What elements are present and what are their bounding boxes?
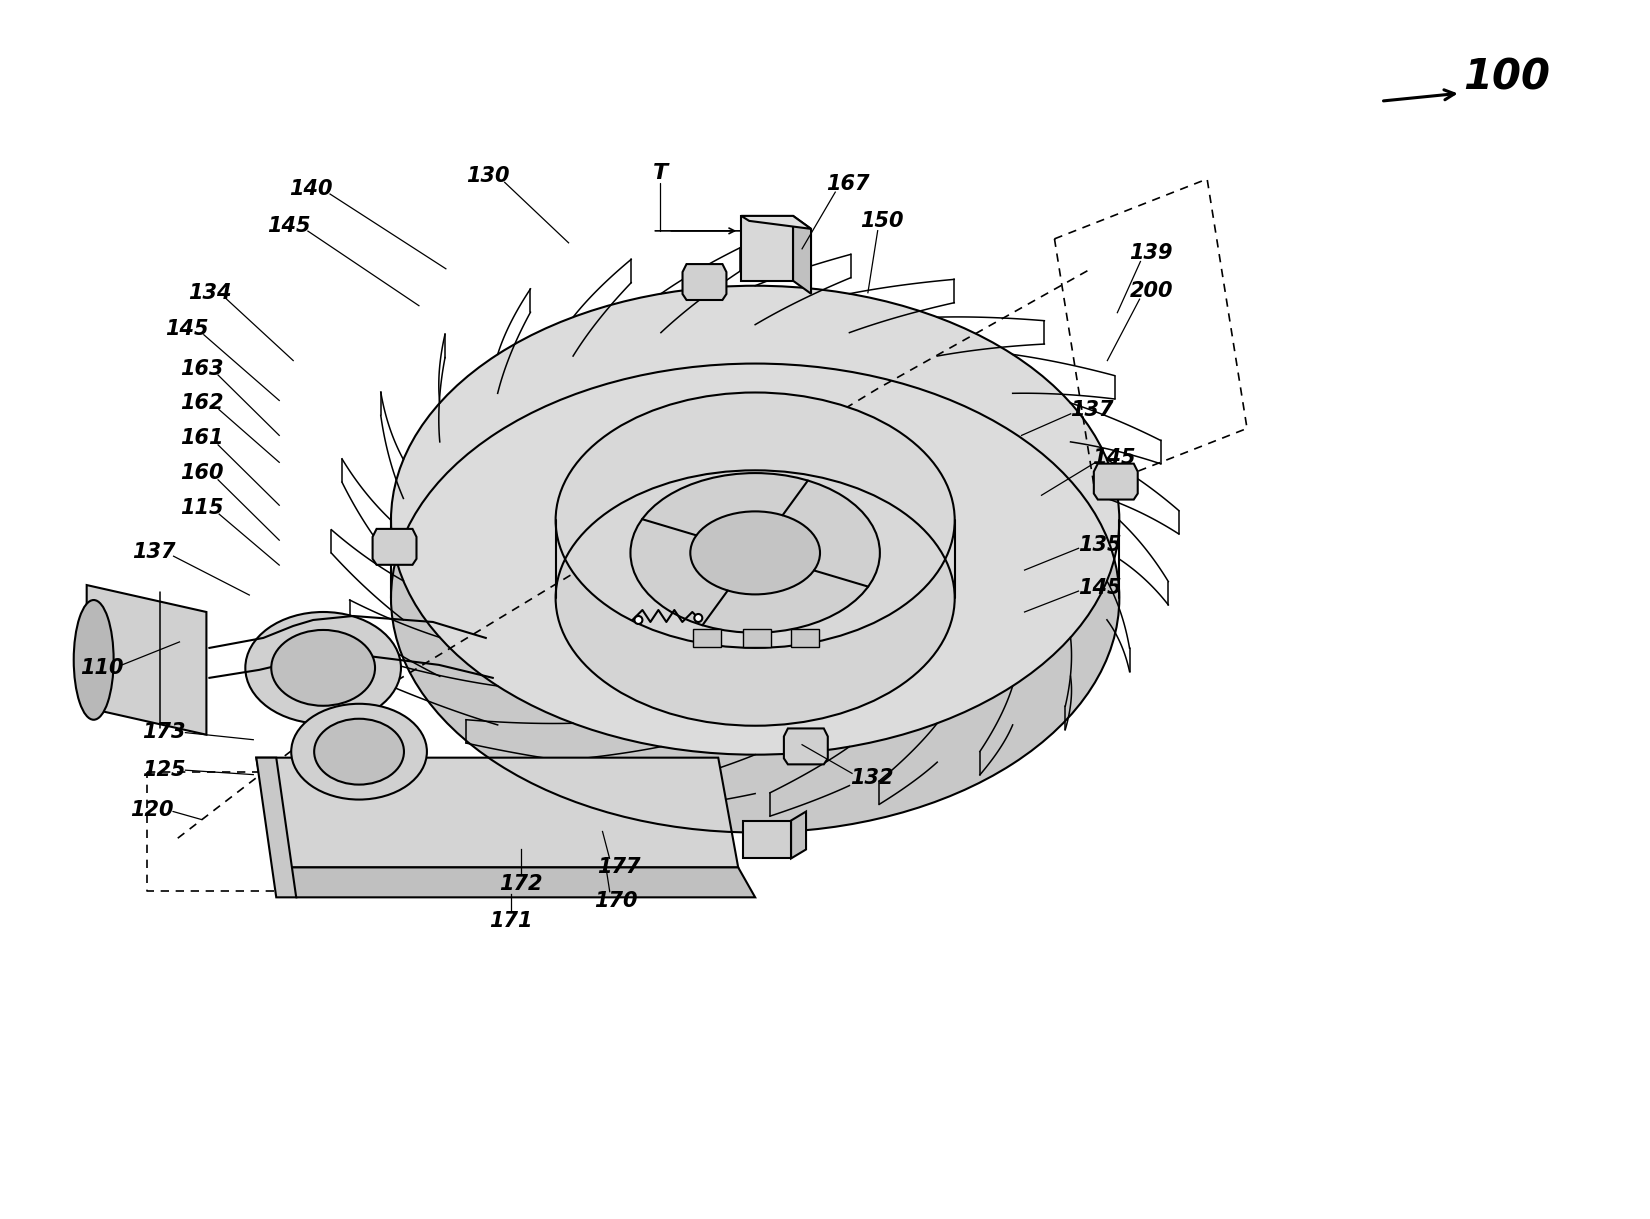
Text: 132: 132 <box>850 768 894 787</box>
Text: 134: 134 <box>188 283 231 302</box>
Text: 145: 145 <box>267 216 310 235</box>
Ellipse shape <box>74 600 114 719</box>
Polygon shape <box>683 265 726 300</box>
Polygon shape <box>556 393 955 725</box>
Polygon shape <box>87 585 206 735</box>
Text: 115: 115 <box>180 499 223 518</box>
Text: 135: 135 <box>1077 535 1120 555</box>
Polygon shape <box>790 812 807 858</box>
Ellipse shape <box>630 473 879 633</box>
Text: 145: 145 <box>165 318 208 339</box>
Circle shape <box>695 614 703 622</box>
Ellipse shape <box>556 393 955 649</box>
Text: 173: 173 <box>142 722 185 741</box>
Text: 137: 137 <box>1069 401 1114 421</box>
Text: 100: 100 <box>1464 56 1549 99</box>
Ellipse shape <box>246 612 401 724</box>
Polygon shape <box>391 285 1119 833</box>
Polygon shape <box>276 868 756 897</box>
Ellipse shape <box>690 512 820 595</box>
Text: 167: 167 <box>827 174 870 194</box>
Text: 140: 140 <box>289 179 333 199</box>
Text: 130: 130 <box>465 166 510 187</box>
Bar <box>742 629 771 646</box>
Polygon shape <box>784 729 828 764</box>
Text: T: T <box>653 163 668 183</box>
Polygon shape <box>741 216 794 280</box>
Text: 170: 170 <box>594 891 637 912</box>
Text: 110: 110 <box>79 658 124 678</box>
Polygon shape <box>256 758 738 868</box>
Text: 139: 139 <box>1130 243 1173 263</box>
Text: 163: 163 <box>180 358 223 379</box>
Text: 125: 125 <box>142 759 185 780</box>
Text: 145: 145 <box>1077 578 1120 599</box>
Text: 161: 161 <box>180 428 223 449</box>
Polygon shape <box>256 758 297 897</box>
Ellipse shape <box>314 719 404 785</box>
Text: 137: 137 <box>132 542 175 562</box>
Polygon shape <box>741 216 812 229</box>
Text: 160: 160 <box>180 463 223 483</box>
Ellipse shape <box>271 630 375 706</box>
Ellipse shape <box>290 703 427 800</box>
Polygon shape <box>794 216 812 294</box>
Circle shape <box>635 616 642 624</box>
Polygon shape <box>1094 463 1138 500</box>
Text: 120: 120 <box>130 800 173 819</box>
Bar <box>790 629 818 646</box>
Text: 162: 162 <box>180 394 223 413</box>
Polygon shape <box>373 529 416 564</box>
Text: 150: 150 <box>860 211 904 230</box>
Text: 171: 171 <box>488 912 533 931</box>
Text: 177: 177 <box>597 857 640 878</box>
Bar <box>693 629 721 646</box>
Text: 172: 172 <box>498 874 543 895</box>
Text: 145: 145 <box>1092 449 1137 468</box>
Text: 200: 200 <box>1130 280 1173 301</box>
Polygon shape <box>391 285 1119 755</box>
Polygon shape <box>742 820 790 858</box>
